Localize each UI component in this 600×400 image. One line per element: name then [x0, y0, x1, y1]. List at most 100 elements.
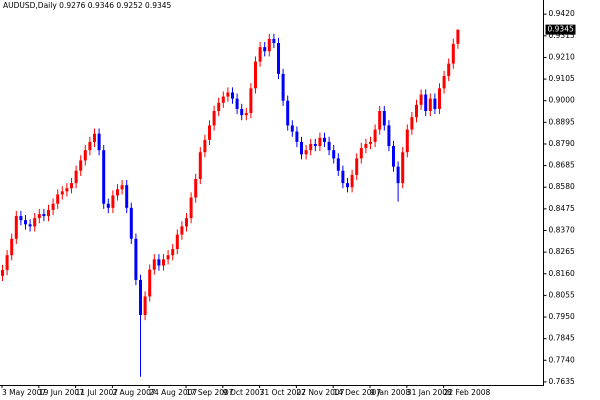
y-tick-label: 0.9105 [549, 74, 575, 83]
candle-body [148, 269, 152, 297]
candle-body [231, 92, 234, 99]
candle-body [415, 104, 418, 118]
candle-body [134, 238, 138, 280]
candle-body [180, 226, 184, 235]
candle-body [97, 133, 101, 151]
candle-body [185, 218, 188, 227]
candle-body [240, 108, 244, 116]
candle-body [194, 178, 198, 198]
candle-body [387, 125, 391, 147]
candle-body [405, 129, 409, 153]
candle-body [410, 117, 414, 130]
candle-body [267, 38, 271, 52]
x-tick-label: 31 Oct 2007 [260, 388, 307, 397]
candle-body [378, 111, 382, 130]
x-tick-label: 11 Jul 2007 [76, 388, 119, 397]
x-tick-label: 9 Oct 2007 [223, 388, 265, 397]
y-tick-label: 0.8160 [549, 269, 575, 278]
candle-body [79, 160, 83, 171]
candle-body [286, 100, 290, 126]
candle-body [235, 98, 239, 109]
candle-body [116, 189, 119, 196]
x-tick-label: 3 May 2007 [2, 388, 46, 397]
candle-body [396, 166, 400, 184]
x-tick-label: 14 Dec 2007 [333, 388, 381, 397]
x-tick-label: 31 Jan 2008 [407, 388, 452, 397]
candle-body [74, 170, 78, 184]
candle-body [5, 255, 9, 271]
y-tick-label: 0.8790 [549, 139, 575, 148]
candle-body [382, 111, 386, 126]
y-tick-label: 0.9315 [549, 31, 575, 40]
candle-body [447, 63, 451, 76]
candle-body [162, 259, 165, 266]
candle-body [401, 152, 405, 184]
y-tick-label: 0.7845 [549, 334, 575, 343]
y-tick-label: 0.8475 [549, 204, 575, 213]
candle-body [157, 259, 161, 266]
y-tick-label: 0.9210 [549, 52, 575, 61]
candle-body [258, 47, 262, 62]
candle-body [373, 129, 377, 142]
candle-body [244, 113, 248, 116]
candle-body [428, 98, 432, 112]
candle-body [28, 224, 32, 227]
candle-body [281, 73, 285, 101]
candle-body [189, 197, 193, 219]
candle-body [93, 133, 96, 142]
candle-body [143, 296, 147, 315]
candle-body [217, 102, 221, 112]
y-tick-label: 0.7635 [549, 377, 575, 386]
candle-body [65, 188, 69, 192]
y-tick-label: 0.7950 [549, 312, 575, 321]
candle-body [56, 194, 60, 204]
x-tick-label: 19 Jun 2007 [39, 388, 84, 397]
current-price-box [545, 24, 576, 35]
candle-body [152, 259, 156, 270]
candle-body [346, 183, 349, 188]
candle-body [102, 150, 106, 204]
candle-body [106, 203, 110, 208]
y-tick-label: 0.7740 [549, 355, 575, 364]
candle-body [221, 96, 225, 103]
candle-body [120, 185, 124, 190]
candle-body [332, 150, 336, 159]
candle-body [263, 47, 267, 52]
candle-body [277, 43, 280, 74]
candle-body [249, 88, 253, 114]
candle-body [369, 141, 372, 144]
candle-body [272, 38, 276, 44]
y-tick-label: 0.9420 [549, 9, 575, 18]
candle-body [24, 220, 27, 225]
candle-body [88, 141, 92, 151]
candle-body [295, 131, 299, 142]
candle-body [51, 203, 55, 210]
y-tick-label: 0.8895 [549, 117, 575, 126]
candle-body [1, 270, 4, 276]
candle-body [125, 185, 129, 208]
candle-body [359, 148, 363, 159]
x-tick-label: 9 Jan 2008 [370, 388, 410, 397]
y-tick-label: 0.9000 [549, 96, 575, 105]
candle-body [14, 216, 18, 239]
candle-body [309, 143, 313, 151]
candle-body [438, 88, 441, 109]
y-tick-label: 0.8265 [549, 247, 575, 256]
candle-body [208, 125, 211, 140]
candle-body [341, 170, 345, 184]
candle-body [355, 158, 359, 175]
candle-body [300, 141, 303, 155]
candle-body [327, 141, 331, 151]
candle-body [442, 75, 446, 89]
candle-body [171, 249, 175, 256]
x-tick-label: 17 Sep 2007 [186, 388, 234, 397]
candle-body [111, 195, 115, 208]
current-price-label: 0.9345 [548, 25, 574, 34]
candle-body [419, 94, 423, 105]
x-tick-label: 2 Aug 2007 [112, 388, 155, 397]
x-tick-label: 22 Nov 2007 [296, 388, 344, 397]
x-tick-label: 24 Aug 2007 [149, 388, 197, 397]
